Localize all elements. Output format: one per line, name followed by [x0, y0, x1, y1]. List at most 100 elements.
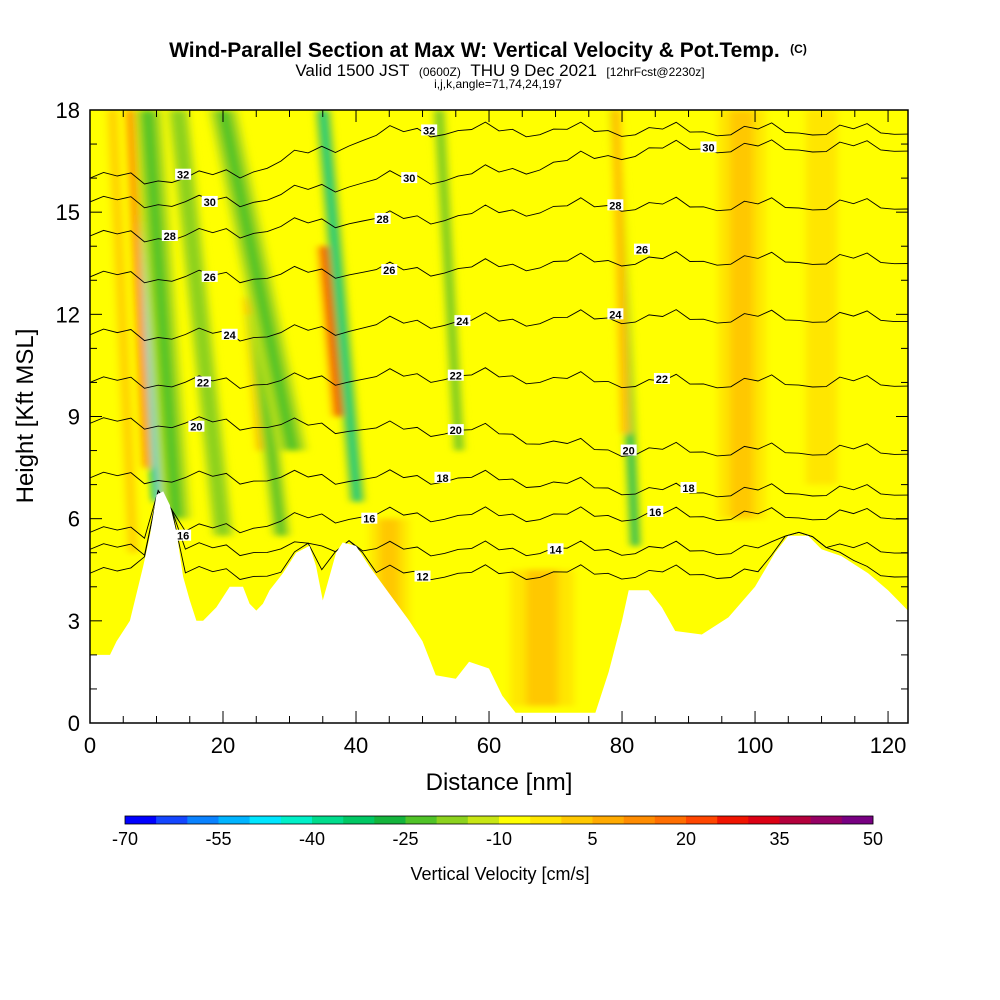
svg-text:26: 26: [204, 272, 216, 284]
velocity-band: [321, 246, 342, 417]
x-tick-label: 60: [477, 733, 501, 758]
svg-text:22: 22: [656, 374, 668, 386]
colorbar-swatch: [280, 816, 313, 824]
theta-contour-label: 26: [201, 270, 218, 284]
svg-text:18: 18: [436, 473, 448, 485]
colorbar-swatch: [530, 816, 562, 824]
velocity-band: [729, 110, 754, 519]
plot-area: 12 14 16 16 16 18 18 20 20 20 22 22 22 24 24 24 26 26 26 28…: [90, 110, 908, 723]
theta-contour-label: 14: [547, 543, 564, 556]
theta-contour-label: 22: [447, 369, 464, 383]
colorbar-label: -10: [486, 829, 512, 849]
theta-contour-label: 22: [195, 376, 212, 389]
theta-contour-label: 32: [421, 124, 438, 137]
colorbar-swatch: [561, 816, 593, 824]
svg-text:20: 20: [623, 446, 635, 458]
svg-text:28: 28: [376, 214, 388, 226]
velocity-band: [437, 110, 462, 451]
velocity-band: [526, 569, 559, 706]
theta-contour-label: 12: [414, 570, 431, 584]
colorbar-swatch: [405, 816, 437, 824]
svg-text:14: 14: [549, 544, 562, 556]
theta-contour-label: 20: [188, 420, 205, 434]
colorbar-swatch: [436, 816, 469, 824]
colorbar-swatch: [748, 816, 780, 824]
svg-text:30: 30: [702, 142, 714, 154]
theta-contour-label: 30: [401, 172, 418, 185]
colorbar-label: 5: [587, 829, 597, 849]
velocity-band: [218, 110, 298, 451]
colorbar-swatch: [717, 816, 749, 824]
theta-contour-line: [90, 489, 908, 539]
chart-subtitle: Valid 1500 JST (0600Z) THU 9 Dec 2021 [1…: [295, 61, 704, 80]
theta-contour-label: 24: [607, 308, 624, 321]
y-tick-label: 0: [68, 711, 80, 736]
theta-contour-label: 22: [653, 373, 670, 386]
svg-text:28: 28: [609, 200, 621, 212]
velocity-band: [813, 110, 830, 485]
theta-contour-line: [90, 416, 908, 457]
svg-text:26: 26: [383, 265, 395, 277]
svg-text:32: 32: [423, 125, 435, 137]
x-tick-label: 80: [610, 733, 634, 758]
colorbar-swatch: [467, 816, 500, 824]
theta-contour-label: 16: [647, 505, 664, 519]
colorbar-swatch: [187, 816, 219, 824]
colorbar-swatch: [156, 816, 188, 824]
subtitle-forecast: [12hrFcst@2230z]: [606, 65, 704, 79]
svg-text:20: 20: [450, 425, 462, 437]
theta-contour-labels: 12 14 16 16 16 18 18 20 20 20 22 22 22 24 24 24 26 26 26 28…: [161, 124, 717, 584]
chart-title-text: Wind-Parallel Section at Max W: Vertical…: [169, 39, 780, 62]
y-tick-label: 3: [68, 609, 80, 634]
theta-contour-label: 28: [607, 199, 624, 212]
y-tick-label: 9: [68, 405, 80, 430]
theta-contour-line: [90, 121, 908, 185]
svg-text:18: 18: [682, 483, 694, 495]
x-axis-title: Distance [nm]: [426, 769, 573, 796]
x-tick-label: 40: [344, 733, 368, 758]
theta-contour-label: 16: [361, 512, 378, 526]
theta-contour-line: [90, 469, 908, 498]
svg-text:24: 24: [456, 316, 469, 328]
colorbar-swatch: [343, 816, 375, 824]
theta-contour-line: [90, 139, 908, 209]
theta-contour-line: [90, 489, 908, 581]
colorbar-label: -25: [392, 829, 418, 849]
svg-text:30: 30: [403, 173, 415, 185]
theta-contour-label: 30: [201, 195, 218, 209]
y-tick-label: 15: [56, 200, 80, 225]
colorbar: -70 -55 -40 -25 -10 5 20 35 50: [112, 815, 883, 849]
theta-contour-line: [90, 251, 908, 284]
subtitle-utc: (0600Z): [419, 65, 461, 79]
x-tick-label: 120: [870, 733, 907, 758]
theta-contour-label: 20: [447, 424, 464, 437]
colorbar-swatch: [779, 816, 811, 824]
colorbar-label: -70: [112, 829, 138, 849]
velocity-field: [103, 110, 846, 706]
theta-contour-label: 28: [374, 212, 391, 226]
theta-contour-label: 24: [454, 315, 471, 328]
theta-contour-label: 26: [633, 243, 650, 257]
theta-contour-label: 24: [221, 328, 238, 342]
y-axis-title: Height [Kft MSL]: [12, 329, 39, 504]
velocity-band: [252, 314, 285, 536]
colorbar-swatch: [218, 816, 250, 824]
colorbar-swatch: [654, 816, 687, 824]
colorbar-swatch: [592, 816, 624, 824]
colorbar-label: 35: [769, 829, 789, 849]
svg-text:28: 28: [164, 231, 176, 243]
theta-contour-line: [90, 367, 908, 389]
chart-subtitle-indices: i,j,k,angle=71,74,24,197: [434, 77, 562, 91]
colorbar-title: Vertical Velocity [cm/s]: [410, 864, 589, 884]
svg-text:22: 22: [197, 377, 209, 389]
velocity-band: [174, 110, 227, 536]
terrain-mask: [90, 491, 908, 723]
svg-text:16: 16: [177, 531, 189, 543]
svg-text:22: 22: [450, 371, 462, 383]
theta-contour-line: [90, 489, 908, 557]
colorbar-label: 20: [676, 829, 696, 849]
colorbar-label: -55: [205, 829, 231, 849]
y-axis: 0 3 6 9 12 15 18: [56, 98, 908, 736]
theta-contour-label: 30: [700, 141, 717, 154]
